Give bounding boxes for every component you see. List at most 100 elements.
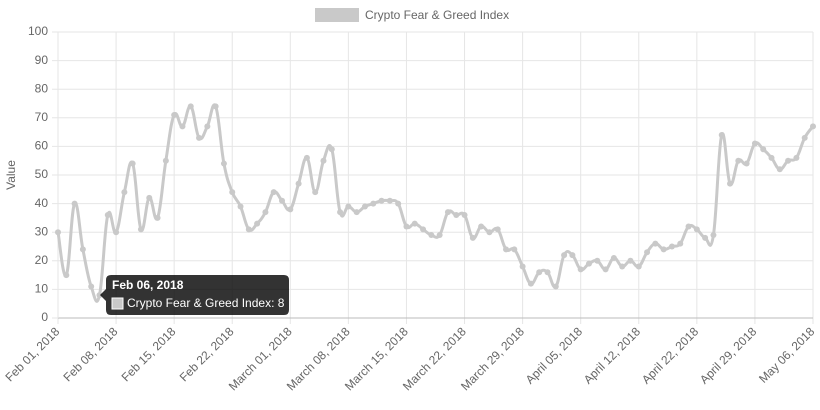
point bbox=[602, 266, 609, 273]
point bbox=[229, 189, 236, 196]
point bbox=[370, 200, 377, 207]
point bbox=[785, 157, 792, 164]
x-tick-label: Feb 01, 2018 bbox=[2, 324, 62, 384]
tooltip-label: Crypto Fear & Greed Index: 8 bbox=[127, 296, 285, 310]
point bbox=[810, 123, 816, 130]
point bbox=[386, 197, 393, 204]
y-tick-label: 20 bbox=[35, 253, 49, 267]
point bbox=[378, 197, 385, 204]
point bbox=[710, 232, 717, 239]
tooltip: Feb 06, 2018 Crypto Fear & Greed Index: … bbox=[100, 275, 289, 315]
point bbox=[428, 232, 435, 239]
point bbox=[270, 189, 277, 196]
y-tick-label: 40 bbox=[35, 196, 49, 210]
point bbox=[469, 234, 476, 241]
y-tick-label: 0 bbox=[41, 310, 48, 324]
point bbox=[179, 123, 186, 130]
point bbox=[776, 166, 783, 173]
point bbox=[735, 157, 742, 164]
point bbox=[727, 180, 734, 187]
point bbox=[129, 160, 136, 167]
x-tick-label: Feb 08, 2018 bbox=[61, 324, 121, 384]
y-tick-label: 100 bbox=[28, 24, 48, 38]
point bbox=[312, 189, 319, 196]
point bbox=[220, 160, 227, 167]
tooltip-swatch bbox=[111, 297, 124, 310]
point bbox=[677, 240, 684, 247]
point bbox=[395, 200, 402, 207]
point bbox=[503, 246, 510, 253]
point bbox=[71, 200, 78, 207]
point bbox=[702, 234, 709, 241]
y-tick-label: 60 bbox=[35, 139, 49, 153]
point bbox=[718, 131, 725, 138]
point bbox=[320, 157, 327, 164]
point bbox=[685, 223, 692, 230]
point bbox=[403, 223, 410, 230]
tooltip-title: Feb 06, 2018 bbox=[112, 278, 184, 292]
point bbox=[461, 212, 468, 219]
point bbox=[561, 252, 568, 259]
x-tick-label: Feb 15, 2018 bbox=[119, 324, 179, 384]
point bbox=[652, 240, 659, 247]
line bbox=[56, 103, 815, 303]
point bbox=[337, 209, 344, 216]
point bbox=[196, 134, 203, 141]
point bbox=[328, 146, 335, 153]
point bbox=[627, 257, 634, 264]
point bbox=[162, 157, 169, 164]
point bbox=[121, 189, 128, 196]
point bbox=[146, 194, 153, 201]
point bbox=[486, 229, 493, 236]
point bbox=[478, 223, 485, 230]
x-tick-label: April 05, 2018 bbox=[523, 324, 585, 386]
point bbox=[262, 209, 269, 216]
point bbox=[644, 249, 651, 256]
point bbox=[137, 226, 144, 233]
point bbox=[527, 280, 534, 287]
point bbox=[420, 226, 427, 233]
point bbox=[544, 269, 551, 276]
x-tick-label: April 12, 2018 bbox=[581, 324, 643, 386]
y-tick-label: 10 bbox=[35, 282, 49, 296]
point bbox=[760, 146, 767, 153]
y-tick-label: 90 bbox=[35, 53, 49, 67]
point bbox=[245, 226, 252, 233]
point bbox=[668, 243, 675, 250]
point bbox=[693, 226, 700, 233]
point bbox=[610, 254, 617, 261]
point bbox=[444, 209, 451, 216]
point bbox=[511, 246, 518, 253]
point bbox=[295, 180, 302, 187]
point bbox=[104, 212, 111, 219]
point bbox=[594, 257, 601, 264]
y-tick-label: 30 bbox=[35, 224, 49, 238]
point bbox=[171, 111, 178, 118]
point bbox=[585, 260, 592, 267]
point bbox=[743, 160, 750, 167]
point bbox=[801, 134, 808, 141]
x-tick-label: May 06, 2018 bbox=[756, 324, 818, 386]
point bbox=[635, 263, 642, 270]
point bbox=[279, 197, 286, 204]
point bbox=[353, 209, 360, 216]
point bbox=[154, 214, 161, 221]
point bbox=[619, 263, 626, 270]
point bbox=[660, 246, 667, 253]
point bbox=[494, 226, 501, 233]
point bbox=[793, 154, 800, 161]
point bbox=[577, 266, 584, 273]
point bbox=[187, 103, 194, 110]
point bbox=[751, 140, 758, 147]
point bbox=[113, 229, 120, 236]
x-tick-label: April 22, 2018 bbox=[639, 324, 701, 386]
tooltip-box bbox=[100, 275, 289, 315]
point bbox=[552, 283, 559, 290]
point bbox=[569, 252, 576, 259]
y-tick-label: 50 bbox=[35, 167, 49, 181]
x-tick-label: Feb 22, 2018 bbox=[177, 324, 237, 384]
point bbox=[287, 206, 294, 213]
y-tick-label: 70 bbox=[35, 110, 49, 124]
